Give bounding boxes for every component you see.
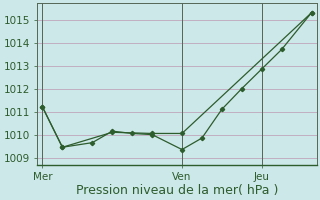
X-axis label: Pression niveau de la mer( hPa ): Pression niveau de la mer( hPa ) bbox=[76, 184, 278, 197]
